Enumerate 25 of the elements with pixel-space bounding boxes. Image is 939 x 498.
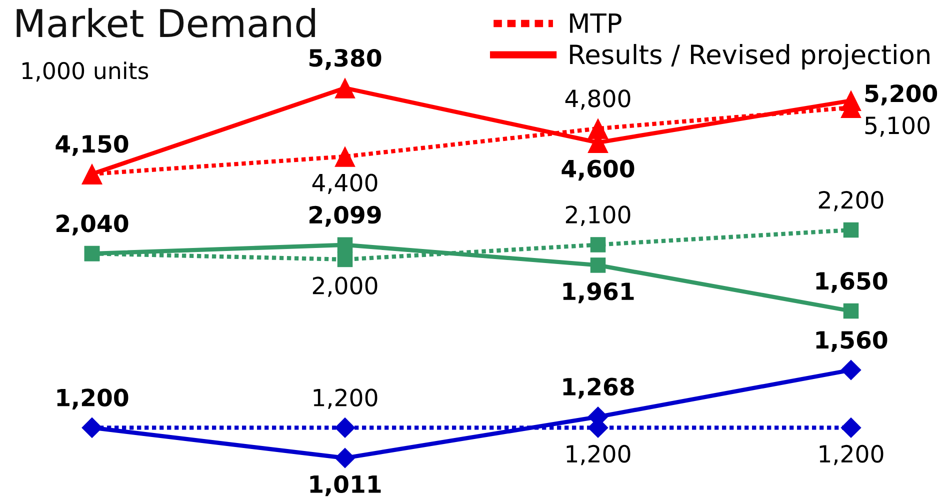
data-label: 4,150	[56, 134, 128, 156]
data-label: 1,650	[816, 272, 888, 293]
data-label: 1,200	[820, 444, 884, 466]
data-label: 1,268	[563, 378, 634, 399]
data-label: 5,100	[865, 116, 930, 137]
chart-title: Market Demand	[16, 8, 315, 38]
data-label: 2,099	[310, 206, 381, 227]
data-label: 1,200	[566, 444, 630, 466]
data-label: 1,961	[563, 282, 634, 304]
data-label: 1,200	[57, 388, 128, 410]
data-label: 5,200	[865, 84, 938, 106]
data-label: 2,200	[818, 190, 884, 212]
data-label: 4,800	[565, 90, 630, 110]
data-label: 1,560	[816, 330, 888, 352]
legend-label: Results / Revised projection	[570, 44, 930, 70]
data-label: 2,000	[312, 276, 378, 297]
chart-subtitle: 1,000 units	[22, 62, 148, 82]
data-label: 1,200	[314, 388, 378, 409]
data-label: 2,100	[566, 206, 630, 226]
data-label: 2,040	[56, 214, 128, 236]
data-label: 4,600	[562, 160, 634, 181]
data-label: 4,400	[312, 174, 378, 194]
data-label: 5,380	[309, 48, 382, 70]
legend-label: MTP	[570, 13, 622, 33]
data-label: 1,011	[310, 475, 381, 496]
